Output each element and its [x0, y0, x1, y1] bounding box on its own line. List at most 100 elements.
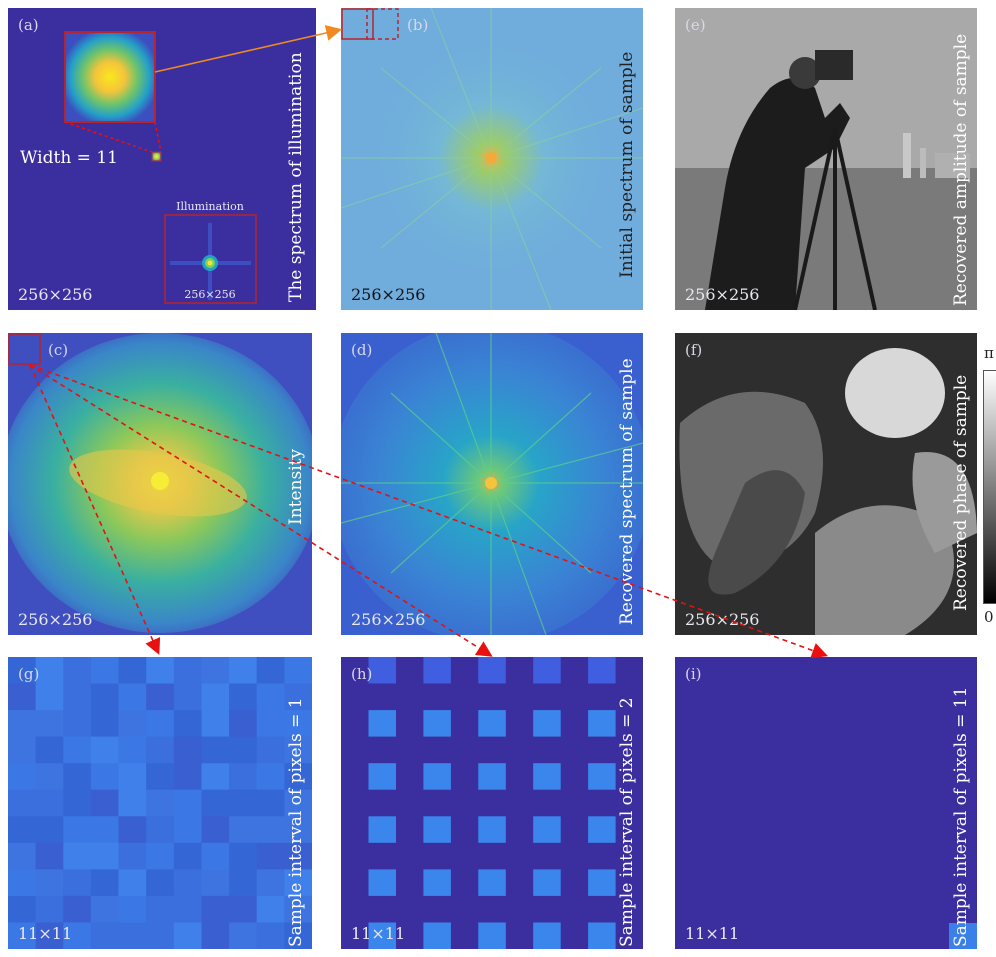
grid-cell — [8, 842, 37, 870]
grid-cell — [146, 789, 175, 817]
grid-cell — [256, 869, 285, 897]
grid-cell — [284, 842, 312, 870]
panel-tag-g: (g) — [18, 665, 40, 683]
grid-cell — [8, 789, 37, 817]
grid-cell — [478, 922, 506, 949]
grid-cell — [423, 763, 451, 790]
grid-cell — [118, 869, 147, 897]
grid-cell — [229, 816, 258, 844]
grid-cell — [63, 763, 92, 791]
grid-cell — [256, 789, 285, 817]
grid-cell — [118, 895, 147, 923]
zoom-box — [64, 31, 156, 123]
grid-cell — [229, 869, 258, 897]
grid-cell — [146, 842, 175, 870]
initial-spectrum-plot — [341, 8, 643, 310]
size-label-b: 256×256 — [351, 285, 426, 304]
panel-e: (e) 256×256 Recovered amplitude of sampl… — [675, 8, 977, 310]
grid-cell — [533, 657, 561, 684]
grid-cell — [229, 657, 258, 684]
grid-cell — [8, 710, 37, 738]
grid-cell — [90, 657, 119, 684]
grid-cell — [118, 710, 147, 738]
grid-cell — [35, 710, 64, 738]
grid-cell — [173, 710, 202, 738]
grid-cell — [201, 789, 230, 817]
grid-cell — [173, 869, 202, 897]
grid-cell — [201, 922, 230, 949]
panel-c: (c) 256×256 Intensity — [8, 333, 312, 635]
grid-cell — [118, 789, 147, 817]
grid-cell — [63, 895, 92, 923]
inset-title: Illumination — [176, 200, 244, 213]
grid-cell — [423, 657, 451, 684]
grid-cell — [533, 922, 561, 949]
grid-cell — [90, 842, 119, 870]
grid-cell — [173, 683, 202, 711]
grid-cell — [588, 657, 616, 684]
grid-cell — [229, 842, 258, 870]
panel-b: (b) 256×256 Initial spectrum of sample — [341, 8, 643, 310]
grid-cell — [63, 736, 92, 764]
side-label-c: Intensity — [286, 448, 306, 525]
grid-cell — [35, 789, 64, 817]
grid-cell — [146, 683, 175, 711]
grid-cell — [533, 816, 561, 843]
grid-cell — [146, 763, 175, 791]
grid-cell — [146, 869, 175, 897]
spectrum-spot — [151, 151, 162, 162]
size-label-d: 256×256 — [351, 610, 426, 629]
recovered-spectrum-plot — [341, 333, 643, 635]
grid-cell — [284, 763, 312, 791]
grid-cell — [284, 816, 312, 844]
grid-cell — [588, 922, 616, 949]
sample-grid-interval-11 — [949, 923, 977, 949]
width-label: Width = 11 — [20, 148, 118, 168]
grid-cell — [368, 869, 396, 896]
grid-cell — [8, 895, 37, 923]
side-label-b: Initial spectrum of sample — [617, 51, 637, 278]
grid-cell — [146, 895, 175, 923]
grid-cell — [201, 736, 230, 764]
grid-cell — [284, 683, 312, 711]
grid-cell — [478, 816, 506, 843]
grid-cell — [201, 895, 230, 923]
grid-cell — [173, 736, 202, 764]
size-label-h: 11×11 — [351, 924, 406, 943]
panel-d: (d) 256×256 Recovered spectrum of sample — [341, 333, 643, 635]
grid-cell — [284, 869, 312, 897]
window-box-solid — [341, 8, 374, 40]
grid-cell — [201, 816, 230, 844]
grid-cell — [256, 710, 285, 738]
grid-cell — [256, 763, 285, 791]
grid-cell — [90, 816, 119, 844]
grid-cell — [588, 763, 616, 790]
side-label-d: Recovered spectrum of sample — [617, 358, 637, 625]
grid-cell — [63, 869, 92, 897]
grid-cell — [533, 869, 561, 896]
grid-cell — [90, 869, 119, 897]
grid-cell — [284, 736, 312, 764]
panel-tag-e: (e) — [685, 16, 706, 34]
onion-shape — [845, 348, 945, 438]
grid-cell — [229, 895, 258, 923]
sample-grid-interval-1 — [8, 657, 312, 949]
sample-window-box — [8, 333, 41, 365]
grid-cell — [118, 763, 147, 791]
size-label-a: 256×256 — [18, 285, 93, 304]
colorbar-max-label: π — [984, 344, 994, 362]
panel-f: (f) 256×256 Recovered phase of sample — [675, 333, 977, 635]
grid-cell — [173, 922, 202, 949]
grid-cell — [588, 869, 616, 896]
grid-cell — [35, 683, 64, 711]
grid-cell — [229, 922, 258, 949]
grid-cell — [173, 816, 202, 844]
grid-cell — [118, 683, 147, 711]
grid-cell — [90, 895, 119, 923]
grid-cell — [35, 736, 64, 764]
grid-cell — [588, 710, 616, 737]
grid-cell — [201, 657, 230, 684]
illumination-pattern — [170, 223, 251, 300]
grid-cell — [368, 922, 396, 949]
grid-cell — [8, 657, 37, 684]
